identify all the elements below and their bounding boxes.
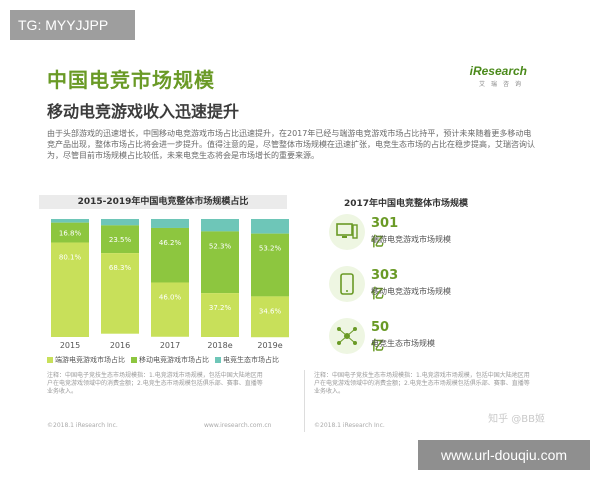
- legend-label: 移动电竞游戏市场占比: [139, 356, 209, 364]
- x-tick-label: 2015: [60, 341, 80, 350]
- footnote-right: 注释：中国电子竞技生态市场规模指：1.电竞游戏市场规模，包括中国大陆地区用户在电…: [314, 372, 530, 395]
- legend-swatch: [215, 357, 221, 363]
- bar-segment: [251, 296, 289, 338]
- slide-title: 中国电竞市场规模: [47, 68, 215, 92]
- bar-data-label: 46.0%: [159, 293, 182, 301]
- legend-label: 电竞生态市场占比: [223, 356, 279, 364]
- network-icon: [329, 318, 365, 354]
- intro-paragraph: 由于头部游戏的迅速增长，中国移动电竞游戏市场占比迅速提升，在2017年已经与端游…: [47, 129, 535, 160]
- bar-segment: [251, 219, 289, 234]
- legend-swatch: [47, 357, 53, 363]
- stats-title: 2017年中国电竞整体市场规模: [344, 199, 469, 209]
- legend-item: 端游电竞游戏市场占比: [47, 355, 125, 365]
- smartphone-icon: [329, 266, 365, 302]
- stat-label: 端游电竞游戏市场规模: [371, 235, 451, 244]
- report-slide: 中国电竞市场规模 移动电竞游戏收入迅速提升 iResearch 艾瑞咨询 由于头…: [39, 50, 567, 440]
- legend-swatch: [131, 357, 137, 363]
- bar-segment: [101, 253, 139, 334]
- stat-value: 303亿: [371, 268, 399, 302]
- bar-segment: [51, 219, 89, 223]
- chart-legend: 端游电竞游戏市场占比 移动电竞游戏市场占比 电竞生态市场占比: [47, 355, 307, 365]
- bar-segment: [151, 227, 189, 283]
- bar-segment: [151, 219, 189, 228]
- legend-item: 电竞生态市场占比: [215, 355, 279, 365]
- zhihu-watermark: 知乎 @BB姬: [488, 414, 545, 425]
- footer-website: www.iresearch.com.cn: [204, 422, 272, 429]
- desktop-icon: [329, 214, 365, 250]
- stat-label: 移动电竞游戏市场规模: [371, 287, 451, 296]
- stacked-bar-chart: 16.8% 80.1% 23.5% 68.3% 46.2% 46.0% 52.3% 37.2%…: [51, 219, 289, 350]
- stat-value: 301亿: [371, 216, 399, 250]
- bar-segment: [51, 242, 89, 337]
- bar-segment: [51, 222, 89, 243]
- legend-label: 端游电竞游戏市场占比: [55, 356, 125, 364]
- bar-segment: [101, 219, 139, 226]
- legend-item: 移动电竞游戏市场占比: [131, 355, 209, 365]
- bar-data-label: 34.6%: [259, 307, 282, 315]
- logo-subtext: 艾瑞咨询: [478, 81, 527, 88]
- bar-segment: [201, 231, 239, 294]
- bar-data-label: 37.2%: [209, 304, 232, 312]
- footer-copyright-right: ©2018.1 iResearch Inc.: [314, 422, 385, 429]
- slide-subtitle: 移动电竞游戏收入迅速提升: [47, 102, 240, 121]
- url-watermark: www.url-douqiu.com: [418, 440, 590, 470]
- telegram-watermark: TG: MYYJJPP: [10, 10, 135, 40]
- stat-value: 50亿: [371, 320, 390, 354]
- bar-segment: [201, 219, 239, 232]
- x-tick-label: 2018e: [207, 341, 232, 350]
- bar-data-label: 52.3%: [209, 242, 232, 250]
- bar-data-label: 23.5%: [109, 236, 132, 244]
- bar-data-label: 46.2%: [159, 239, 182, 247]
- iresearch-logo: iResearch 艾瑞咨询: [470, 64, 527, 88]
- footnote-left: 注释：中国电子竞技生态市场规模指：1.电竞游戏市场规模，包括中国大陆地区用户在电…: [47, 372, 263, 395]
- stat-label: 电竞生态市场规模: [371, 339, 435, 348]
- bar-segment: [151, 282, 189, 337]
- x-tick-label: 2017: [160, 341, 180, 350]
- divider: [304, 370, 305, 432]
- logo-text: iResearch: [469, 64, 527, 78]
- bar-segment: [251, 233, 289, 297]
- bar-data-label: 68.3%: [109, 264, 132, 272]
- chart-title: 2015-2019年中国电竞整体市场规模占比: [39, 195, 287, 209]
- bar-data-label: 16.8%: [59, 230, 82, 238]
- bar-data-label: 80.1%: [59, 253, 82, 261]
- bar-segment: [201, 293, 239, 337]
- x-tick-label: 2016: [110, 341, 130, 350]
- bar-data-label: 53.2%: [259, 245, 282, 253]
- bar-segment: [101, 225, 139, 254]
- footer-copyright-left: ©2018.1 iResearch Inc.: [47, 422, 118, 429]
- x-tick-label: 2019e: [257, 341, 282, 350]
